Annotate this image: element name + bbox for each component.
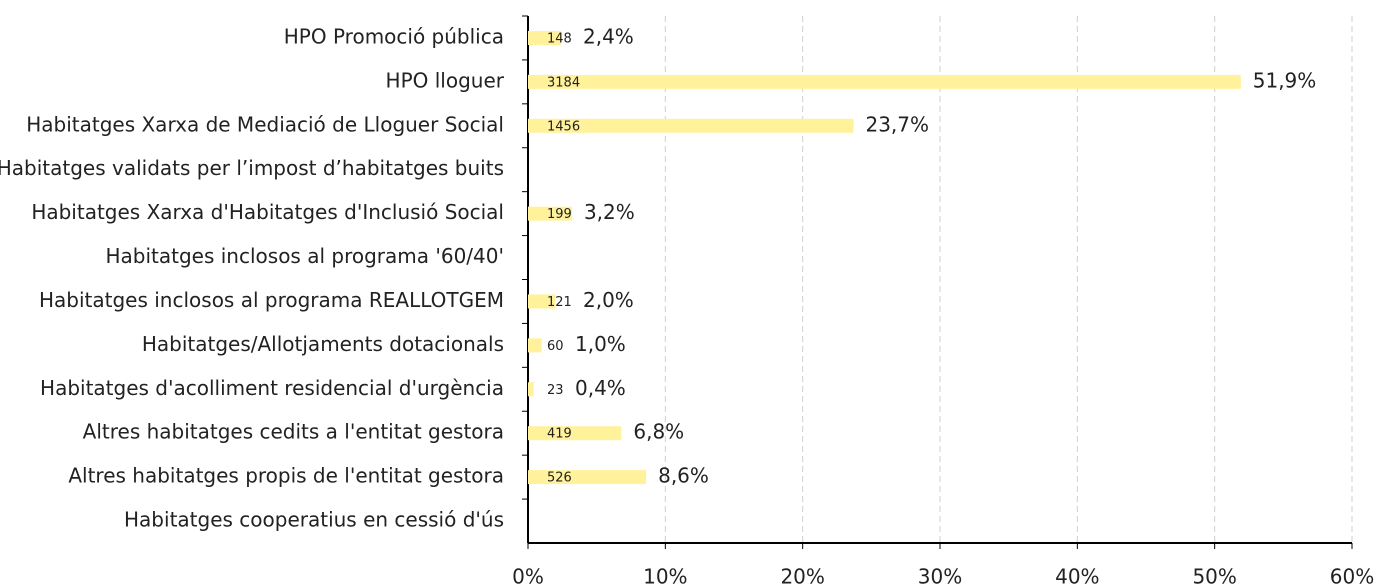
y-tick-label: Altres habitatges cedits a l'entitat ges…: [83, 420, 504, 444]
count-label: 1456: [547, 119, 580, 134]
y-tick-label: Habitatges validats per l’impost d’habit…: [0, 156, 504, 180]
bar: [528, 338, 542, 353]
count-label: 419: [547, 427, 572, 442]
x-tick-label: 30%: [918, 565, 962, 586]
count-label: 3184: [547, 75, 580, 90]
y-tick-label: Habitatges cooperatius en cessió d'ús: [124, 508, 504, 532]
value-label: 2,0%: [583, 288, 634, 312]
y-tick-label: Altres habitatges propis de l'entitat ge…: [68, 464, 504, 488]
count-label: 148: [547, 31, 572, 46]
y-tick-label: HPO Promoció pública: [284, 24, 504, 48]
y-tick-label: Habitatges Xarxa d'Habitatges d'Inclusió…: [31, 200, 504, 224]
bar: [528, 426, 622, 441]
y-tick-label: Habitatges Xarxa de Mediació de Lloguer …: [26, 112, 504, 136]
value-label: 6,8%: [633, 420, 684, 444]
bar: [528, 206, 572, 221]
bar: [528, 294, 556, 309]
value-label: 51,9%: [1253, 68, 1317, 92]
y-tick-label: Habitatges inclosos al programa '60/40': [105, 244, 504, 268]
value-label: 1,0%: [575, 332, 626, 356]
value-label: 0,4%: [575, 376, 626, 400]
x-tick-label: 40%: [1055, 565, 1099, 586]
y-tick-label: HPO lloguer: [386, 68, 505, 92]
bar: [528, 118, 854, 133]
count-label: 60: [547, 339, 564, 354]
value-label: 3,2%: [584, 200, 635, 224]
bar: [528, 470, 647, 485]
x-tick-label: 20%: [780, 565, 824, 586]
value-label: 23,7%: [865, 112, 929, 136]
x-tick-label: 0%: [512, 565, 544, 586]
value-label: 8,6%: [658, 464, 709, 488]
x-tick-label: 10%: [643, 565, 687, 586]
y-tick-label: Habitatges inclosos al programa REALLOTG…: [39, 288, 504, 312]
y-tick-label: Habitatges d'acolliment residencial d'ur…: [40, 376, 504, 400]
bar: [528, 382, 534, 397]
x-tick-label: 60%: [1330, 565, 1374, 586]
bar: [528, 30, 561, 45]
y-tick-label: Habitatges/Allotjaments dotacionals: [142, 332, 504, 356]
x-tick-label: 50%: [1192, 565, 1236, 586]
value-label: 2,4%: [583, 24, 634, 48]
count-label: 199: [547, 207, 572, 222]
count-label: 23: [547, 383, 564, 398]
count-label: 526: [547, 471, 572, 486]
bar: [528, 74, 1241, 89]
count-label: 121: [547, 295, 572, 310]
